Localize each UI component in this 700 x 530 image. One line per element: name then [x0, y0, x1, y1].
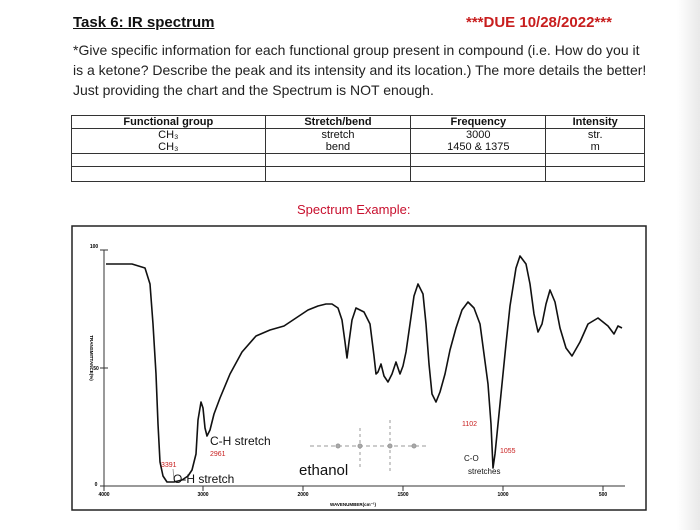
co-label: C-O — [464, 454, 479, 463]
header-intensity: Intensity — [545, 115, 645, 129]
x-tick-label: 1000 — [497, 492, 508, 498]
table-cell — [264, 166, 412, 182]
y-tick-label: 0 — [95, 482, 98, 488]
table-cell — [71, 153, 266, 167]
x-tick-label: 3000 — [197, 492, 208, 498]
co-stretches-label: stretches — [468, 467, 500, 476]
y-axis-label: TRANSMITTANCE(%) — [89, 335, 94, 381]
table-row — [71, 153, 645, 167]
y-tick-label: 50 — [93, 366, 99, 372]
table-row — [71, 166, 645, 182]
ch-stretch-label: C-H stretch — [210, 434, 271, 448]
spectrum-frame — [71, 225, 647, 511]
table-row: CH₃ stretch 3000 str. — [71, 128, 645, 141]
compound-name: ethanol — [299, 462, 348, 479]
ch-peak-label: 2961 — [210, 451, 226, 458]
co-peak-label-1055: 1055 — [500, 448, 516, 455]
header-stretch-bend: Stretch/bend — [264, 115, 412, 129]
table-cell — [545, 153, 645, 167]
x-axis-label: WAVENUMBER(cm⁻¹) — [330, 502, 377, 507]
table-cell: 3000 — [410, 128, 547, 141]
table-cell: 1450 & 1375 — [410, 141, 547, 154]
x-tick-label: 2000 — [297, 492, 308, 498]
oh-stretch-label: O-H stretch — [173, 472, 234, 486]
table-cell — [410, 166, 547, 182]
y-tick-label: 100 — [90, 244, 99, 250]
task-title: Task 6: IR spectrum — [73, 14, 215, 31]
page-edge-shadow — [677, 0, 700, 530]
spectrum-heading: Spectrum Example: — [297, 202, 411, 217]
table-cell — [545, 166, 645, 182]
instructions-text: *Give specific information for each func… — [73, 42, 647, 98]
table-cell: m — [545, 141, 645, 154]
table-cell — [71, 166, 266, 182]
spectrum-trace — [106, 255, 623, 483]
functional-group-table: Functional group Stretch/bend Frequency … — [71, 115, 645, 182]
co-peak-label-1102: 1102 — [462, 421, 477, 428]
oh-peak-pointer — [172, 468, 175, 480]
header-frequency: Frequency — [410, 115, 547, 129]
table-header-row: Functional group Stretch/bend Frequency … — [71, 115, 645, 129]
table-cell: CH₃ — [71, 128, 266, 141]
table-row: CH₃ bend 1450 & 1375 m — [71, 141, 645, 154]
x-tick-label: 4000 — [98, 492, 109, 498]
table-cell — [264, 153, 412, 167]
oh-peak-label: 3391 — [161, 462, 177, 469]
ir-spectrum-figure: 100 50 0 TRANSMITTANCE(%) 4000 3000 2000… — [71, 225, 647, 511]
table-cell — [410, 153, 547, 167]
header-functional-group: Functional group — [71, 115, 266, 129]
x-tick-label: 1500 — [397, 492, 408, 498]
table-cell: str. — [545, 128, 645, 141]
x-tick-label: 500 — [599, 492, 608, 498]
table-cell: bend — [264, 141, 412, 154]
table-cell: CH₃ — [71, 141, 266, 154]
ethanol-structure-sketch — [310, 420, 426, 472]
table-cell: stretch — [264, 128, 412, 141]
x-ticks — [103, 486, 604, 491]
due-date: ***DUE 10/28/2022*** — [466, 14, 612, 31]
